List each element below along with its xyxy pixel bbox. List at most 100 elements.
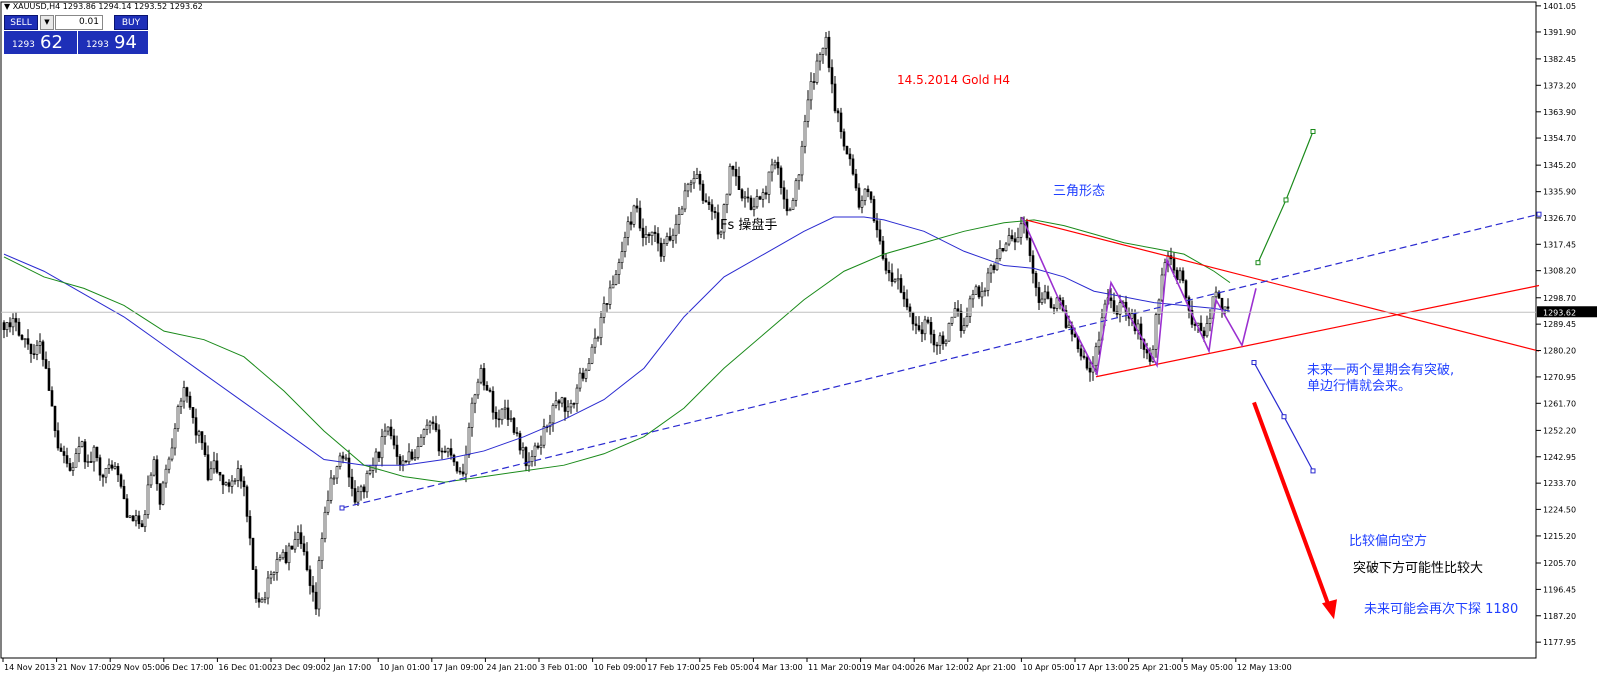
candle-body [623, 237, 627, 252]
candle-body [701, 183, 705, 201]
price-tick-label: 1363.90 [1543, 108, 1576, 117]
candle-body [992, 265, 996, 271]
candle-body [944, 340, 948, 344]
candle-body [257, 598, 261, 603]
moving-averages-layer [3, 216, 1231, 483]
lot-size-input[interactable]: 0.01 [55, 15, 103, 30]
candle-body [560, 397, 564, 404]
candle-body [770, 164, 774, 173]
time-tick-label: 2 Apr 21:00 [969, 663, 1016, 672]
sell-button[interactable]: SELL [4, 15, 38, 30]
candle-body [359, 486, 363, 493]
candle-body [1181, 270, 1185, 281]
trendline-2 [1095, 284, 1540, 378]
candle-body [803, 121, 807, 147]
candle-body [500, 408, 504, 421]
candle-body [524, 447, 528, 467]
trendline-3 [341, 213, 1540, 509]
time-tick-label: 26 Mar 12:00 [915, 663, 968, 672]
candle-body [728, 165, 732, 195]
candle-body [1040, 298, 1044, 303]
candle-body [557, 400, 561, 404]
candle-body [1043, 291, 1047, 300]
candle-body [662, 243, 666, 257]
candle-body [1088, 367, 1092, 373]
candle-body [644, 234, 648, 238]
candle-body [11, 318, 15, 328]
time-tick-label: 3 Feb 01:00 [540, 663, 587, 672]
candle-body [326, 500, 330, 513]
price-tick-label: 1308.20 [1543, 267, 1576, 276]
sell-price-big: 62 [40, 32, 63, 53]
candle-body [674, 223, 678, 236]
candle-body [377, 451, 381, 459]
buy-button[interactable]: BUY [114, 15, 148, 30]
candle-body [818, 54, 822, 62]
candle-body [386, 426, 390, 432]
candle-body [788, 209, 792, 212]
candle-body [410, 451, 414, 460]
candle-body [155, 459, 159, 485]
candle-body [278, 557, 282, 560]
candle-body [797, 174, 801, 182]
candle-body [863, 188, 867, 201]
candle-body [872, 199, 876, 222]
candle-body [896, 278, 900, 281]
candle-body [446, 448, 450, 453]
candle-body [302, 543, 306, 552]
candle-body [1223, 306, 1227, 311]
candle-body [959, 310, 963, 332]
candle-body [1049, 298, 1053, 308]
candle-body [1052, 307, 1056, 309]
candle-body [752, 206, 756, 210]
candle-body [137, 515, 141, 525]
time-tick-label: 25 Feb 05:00 [701, 663, 753, 672]
buy-price-box[interactable]: 1293 94 [78, 31, 148, 54]
candle-body [374, 451, 378, 466]
candle-body [1172, 258, 1176, 271]
candle-body [467, 427, 471, 456]
candle-body [110, 464, 114, 469]
candle-body [164, 468, 168, 484]
current-price-tag [1537, 306, 1597, 318]
candle-body [353, 488, 357, 503]
candle-body [725, 193, 729, 206]
candle-body [581, 372, 585, 379]
price-tick-label: 1401.05 [1543, 2, 1576, 11]
candle-body [506, 407, 510, 420]
candle-body [755, 196, 759, 208]
candle-body [1139, 323, 1143, 340]
bias-note: 比较偏向空方 [1349, 533, 1427, 549]
candle-body [1199, 322, 1203, 332]
candle-body [1073, 333, 1077, 338]
candle-body [308, 569, 312, 586]
candle-body [692, 178, 696, 184]
candle-body [212, 460, 216, 470]
candle-body [1145, 349, 1149, 354]
candle-body [1154, 314, 1158, 350]
candle-body [968, 298, 972, 317]
candle-body [887, 269, 891, 274]
candle-body [1085, 357, 1089, 369]
candle-body [296, 532, 300, 540]
moving-average-line-2 [3, 219, 1231, 483]
candle-body [950, 316, 954, 324]
price-tick-label: 1317.45 [1543, 240, 1576, 249]
sell-price-box[interactable]: 1293 62 [4, 31, 77, 54]
candle-body [401, 460, 405, 465]
candle-body [539, 444, 543, 448]
candle-body [638, 207, 642, 229]
time-tick-label: 17 Jan 09:00 [433, 663, 484, 672]
candle-body [83, 441, 87, 463]
candle-body [479, 368, 483, 383]
candle-body [962, 325, 966, 332]
candle-body [869, 191, 873, 200]
candle-body [587, 362, 591, 371]
price-tick-label: 1280.20 [1543, 347, 1576, 356]
candle-body [722, 204, 726, 233]
candle-body [497, 418, 501, 421]
candle-body [1004, 243, 1008, 252]
lot-dropdown-icon[interactable]: ▼ [40, 15, 54, 30]
